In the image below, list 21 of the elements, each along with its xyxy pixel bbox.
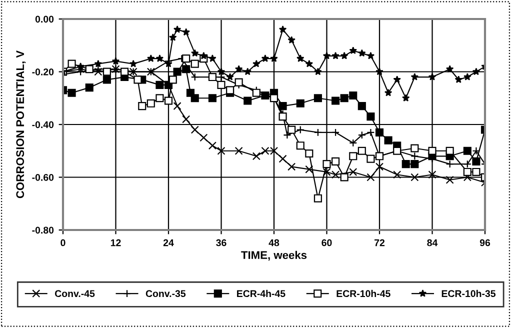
y-tick-label: -0.40 (32, 121, 54, 128)
x-tick-label: 60 (322, 239, 332, 246)
x-tick-label: 84 (427, 239, 438, 246)
legend-label: Conv.-35 (146, 290, 186, 298)
x-axis-title: TIME, weeks (241, 250, 307, 261)
y-tick-label: -0.60 (32, 174, 54, 181)
x-tick-label: 48 (268, 239, 280, 246)
legend-label: ECR-10h-35 (442, 290, 496, 298)
x-tick-label: 0 (60, 239, 66, 246)
x-tick-label: 24 (163, 239, 174, 246)
legend-label: ECR-4h-45 (237, 290, 286, 298)
y-tick-label: -0.80 (32, 226, 54, 234)
x-tick-label: 12 (110, 239, 121, 246)
x-tick-label: 96 (480, 239, 490, 246)
y-axis-title: CORROSION POTENTIAL, V (16, 50, 26, 198)
y-tick-label: -0.20 (32, 68, 54, 76)
x-tick-label: 72 (374, 239, 385, 246)
legend-label: ECR-10h-45 (336, 290, 390, 298)
x-tick-label: 36 (216, 239, 226, 246)
legend-label: Conv.-45 (55, 290, 95, 298)
y-tick-label: 0.00 (35, 16, 54, 23)
